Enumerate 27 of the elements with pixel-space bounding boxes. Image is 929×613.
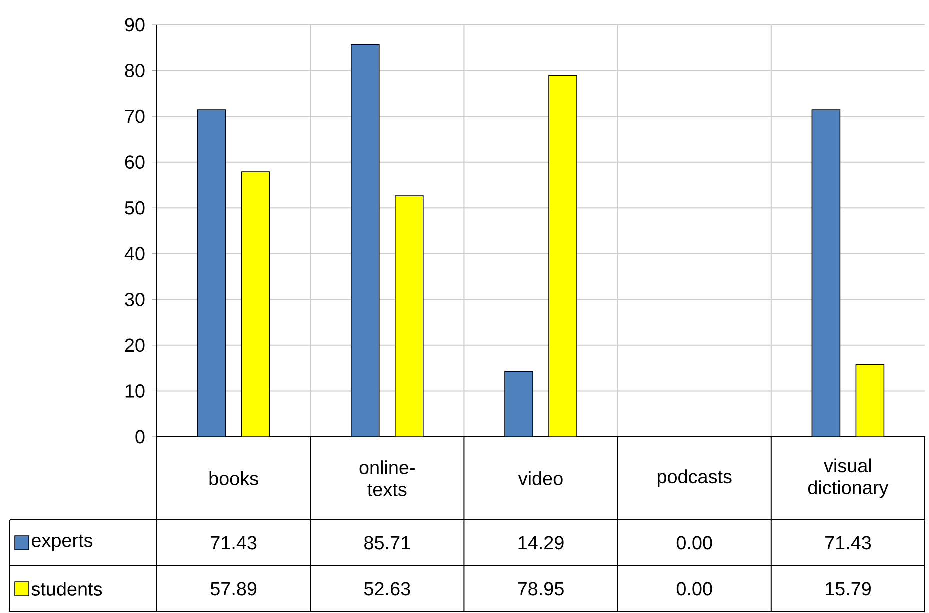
x-tick-label: podcasts (658, 470, 732, 488)
data-label: 85.71 (364, 536, 410, 550)
data-label: 0.00 (676, 582, 712, 596)
data-label: 71.43 (211, 536, 257, 550)
legend-label: students (32, 582, 102, 596)
y-tick-label: 50 (125, 201, 145, 215)
data-label: 52.63 (364, 582, 410, 596)
x-tick-label: books (210, 472, 258, 486)
y-tick-label: 80 (125, 64, 145, 78)
data-label: 14.29 (518, 536, 564, 550)
data-label: 71.43 (825, 536, 872, 550)
y-tick-label: 40 (124, 247, 145, 261)
data-label: 57.89 (210, 582, 257, 596)
y-tick-label: 90 (125, 18, 145, 32)
data-label: 78.95 (518, 582, 564, 596)
y-tick-label: 0 (136, 430, 145, 444)
data-label: 0.00 (676, 536, 712, 550)
y-tick-label: 20 (125, 338, 145, 352)
y-tick-label: 70 (125, 110, 145, 124)
data-label: 15.79 (826, 582, 871, 596)
legend-label: experts (32, 534, 93, 552)
x-tick-label: video (518, 472, 563, 486)
y-tick-label: 60 (125, 156, 145, 170)
x-tick-label: visual dictionary (808, 458, 889, 498)
y-tick-label: 10 (126, 384, 145, 398)
x-tick-label: online-texts (360, 460, 415, 496)
y-tick-label: 30 (125, 292, 145, 306)
